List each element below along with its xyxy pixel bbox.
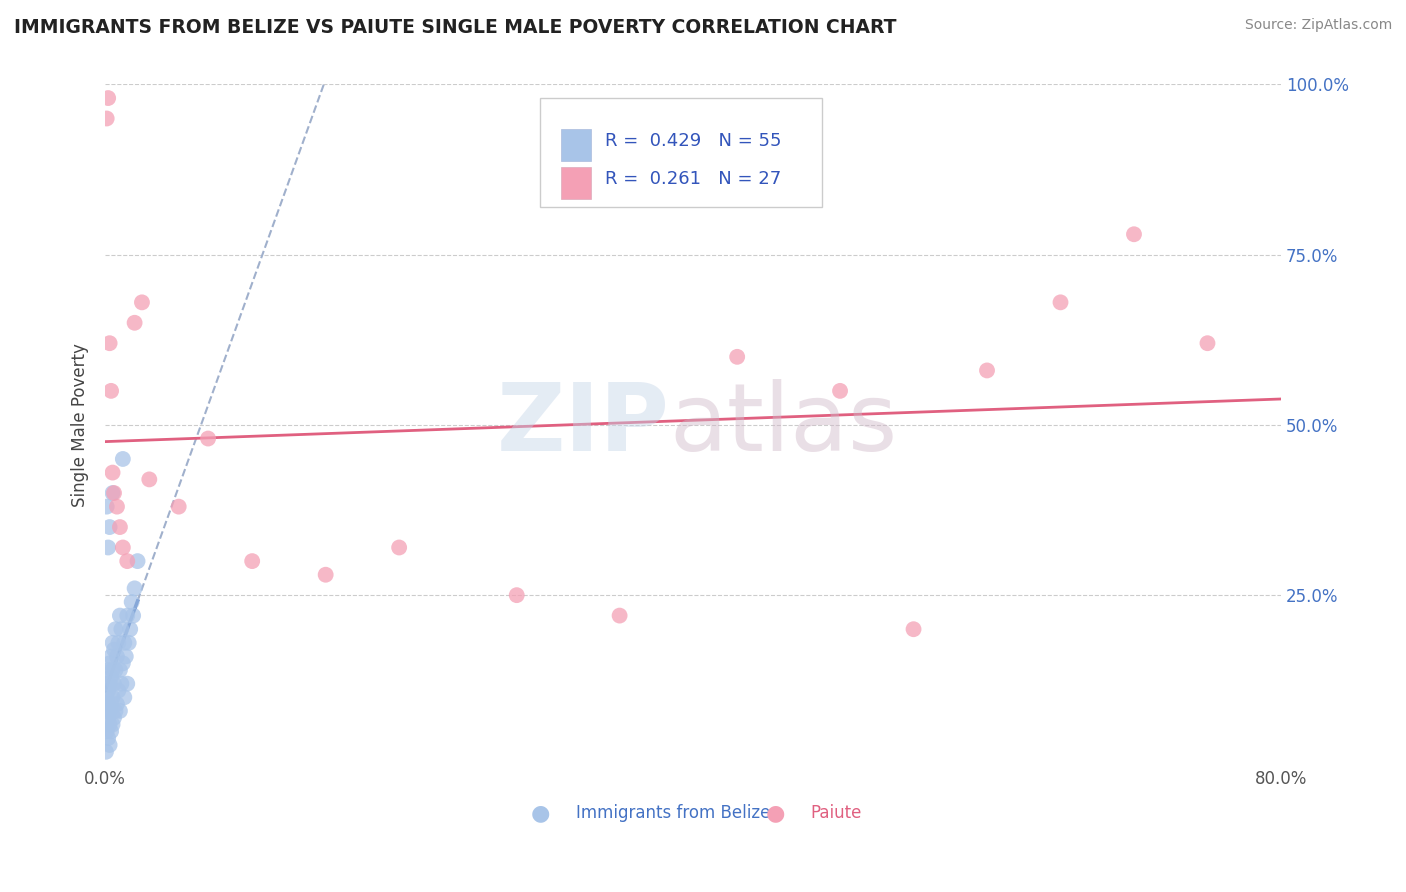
Text: R =  0.261   N = 27: R = 0.261 N = 27 xyxy=(605,170,782,188)
Point xyxy=(121,595,143,609)
Point xyxy=(101,717,124,731)
Point xyxy=(110,676,132,690)
Point xyxy=(105,697,128,711)
Point xyxy=(97,91,120,105)
Point xyxy=(112,636,135,650)
Point xyxy=(97,697,120,711)
Point xyxy=(111,452,134,467)
Point xyxy=(114,649,136,664)
Text: R =  0.429   N = 55: R = 0.429 N = 55 xyxy=(605,132,782,150)
Point xyxy=(103,486,125,500)
Point xyxy=(97,541,120,555)
Point xyxy=(100,724,122,739)
Point xyxy=(96,500,118,514)
Point xyxy=(100,670,122,684)
Point xyxy=(101,636,124,650)
Point xyxy=(388,541,411,555)
Point xyxy=(138,472,160,486)
Point xyxy=(124,316,146,330)
Point xyxy=(100,697,122,711)
Point xyxy=(112,690,135,705)
Point xyxy=(104,622,127,636)
Point xyxy=(94,745,117,759)
Point xyxy=(903,622,925,636)
Point xyxy=(111,541,134,555)
Point xyxy=(98,657,121,671)
Point xyxy=(104,704,127,718)
Point xyxy=(104,663,127,677)
Point xyxy=(167,500,190,514)
Point xyxy=(97,663,120,677)
Text: Paiute: Paiute xyxy=(811,804,862,822)
Point xyxy=(131,295,153,310)
Point xyxy=(101,486,124,500)
Point xyxy=(96,690,118,705)
Text: ●: ● xyxy=(766,803,785,823)
Point xyxy=(101,663,124,677)
Point xyxy=(96,676,118,690)
Point xyxy=(110,622,132,636)
Point xyxy=(103,676,125,690)
Point xyxy=(96,704,118,718)
Point xyxy=(103,642,125,657)
Point xyxy=(108,663,131,677)
FancyBboxPatch shape xyxy=(540,98,823,207)
Point xyxy=(97,731,120,746)
Point xyxy=(100,384,122,398)
Point xyxy=(98,704,121,718)
Point xyxy=(105,500,128,514)
Point xyxy=(506,588,529,602)
Text: Source: ZipAtlas.com: Source: ZipAtlas.com xyxy=(1244,18,1392,32)
Point xyxy=(240,554,263,568)
Bar xyxy=(561,167,591,200)
Point xyxy=(111,657,134,671)
Point xyxy=(98,676,121,690)
Point xyxy=(828,384,851,398)
Y-axis label: Single Male Poverty: Single Male Poverty xyxy=(72,343,89,507)
Point xyxy=(609,608,631,623)
Point xyxy=(117,676,139,690)
Point xyxy=(315,567,337,582)
Point xyxy=(122,608,145,623)
Point xyxy=(108,704,131,718)
Point xyxy=(96,724,118,739)
Point xyxy=(1123,227,1146,242)
Point xyxy=(100,649,122,664)
Point xyxy=(124,582,146,596)
Point xyxy=(120,622,142,636)
Text: ●: ● xyxy=(530,803,550,823)
Point xyxy=(1049,295,1071,310)
Text: Immigrants from Belize: Immigrants from Belize xyxy=(575,804,770,822)
Point xyxy=(98,336,121,351)
Point xyxy=(197,432,219,446)
Point xyxy=(101,466,124,480)
Point xyxy=(117,554,139,568)
Text: IMMIGRANTS FROM BELIZE VS PAIUTE SINGLE MALE POVERTY CORRELATION CHART: IMMIGRANTS FROM BELIZE VS PAIUTE SINGLE … xyxy=(14,18,897,37)
Point xyxy=(976,363,998,377)
Point xyxy=(98,520,121,534)
Point xyxy=(98,738,121,752)
Point xyxy=(108,608,131,623)
Point xyxy=(103,711,125,725)
Bar xyxy=(561,128,591,161)
Point xyxy=(96,112,118,126)
Point xyxy=(97,711,120,725)
Point xyxy=(101,690,124,705)
Point xyxy=(107,683,129,698)
Point xyxy=(98,717,121,731)
Point xyxy=(97,683,120,698)
Point xyxy=(725,350,748,364)
Point xyxy=(118,636,141,650)
Point xyxy=(117,608,139,623)
Point xyxy=(127,554,149,568)
Text: atlas: atlas xyxy=(669,379,898,471)
Point xyxy=(1197,336,1219,351)
Point xyxy=(108,520,131,534)
Point xyxy=(107,636,129,650)
Point xyxy=(105,649,128,664)
Text: ZIP: ZIP xyxy=(496,379,669,471)
